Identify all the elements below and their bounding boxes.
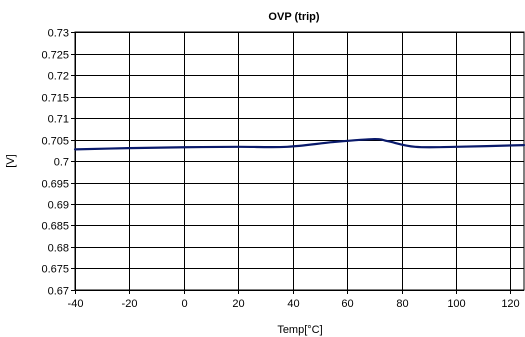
x-tick-label: 60 (341, 298, 353, 310)
x-tick-label: 40 (287, 298, 299, 310)
y-tick-label: 0.72 (48, 71, 69, 83)
y-tick-labels: 0.73 0.725 0.72 0.715 0.71 0.705 0.7 0.695 0.69 0… (41, 28, 69, 298)
y-tick-label: 0.71 (48, 114, 69, 126)
x-tick-label: 80 (396, 298, 408, 310)
x-tick-label: 0 (181, 298, 187, 310)
x-tick-label: -40 (68, 298, 84, 310)
y-axis-label: [V] (5, 154, 17, 167)
x-tick-label: 20 (232, 298, 244, 310)
y-tick-label: 0.695 (41, 179, 69, 191)
y-tick-label: 0.725 (41, 50, 69, 62)
x-tick-labels: -40 -20 0 20 40 60 80 100 120 (68, 298, 520, 310)
series-line (73, 137, 525, 151)
y-tick-label: 0.7 (54, 157, 69, 169)
x-tick-label: -20 (122, 298, 138, 310)
x-axis-label: Temp[°C] (277, 324, 322, 336)
y-tick-label: 0.705 (41, 136, 69, 148)
y-tick-label: 0.67 (48, 286, 69, 298)
y-tick-label: 0.675 (41, 264, 69, 276)
chart-title: OVP (trip) (268, 11, 319, 23)
y-tick-label: 0.69 (48, 200, 69, 212)
y-tick-label: 0.685 (41, 221, 69, 233)
y-tick-label: 0.73 (48, 28, 69, 40)
plot-frame (74, 31, 525, 291)
y-tick-label: 0.68 (48, 243, 69, 255)
x-tick-label: 120 (501, 298, 519, 310)
x-tick-label: 100 (447, 298, 465, 310)
grid (71, 32, 524, 294)
y-tick-label: 0.715 (41, 93, 69, 105)
